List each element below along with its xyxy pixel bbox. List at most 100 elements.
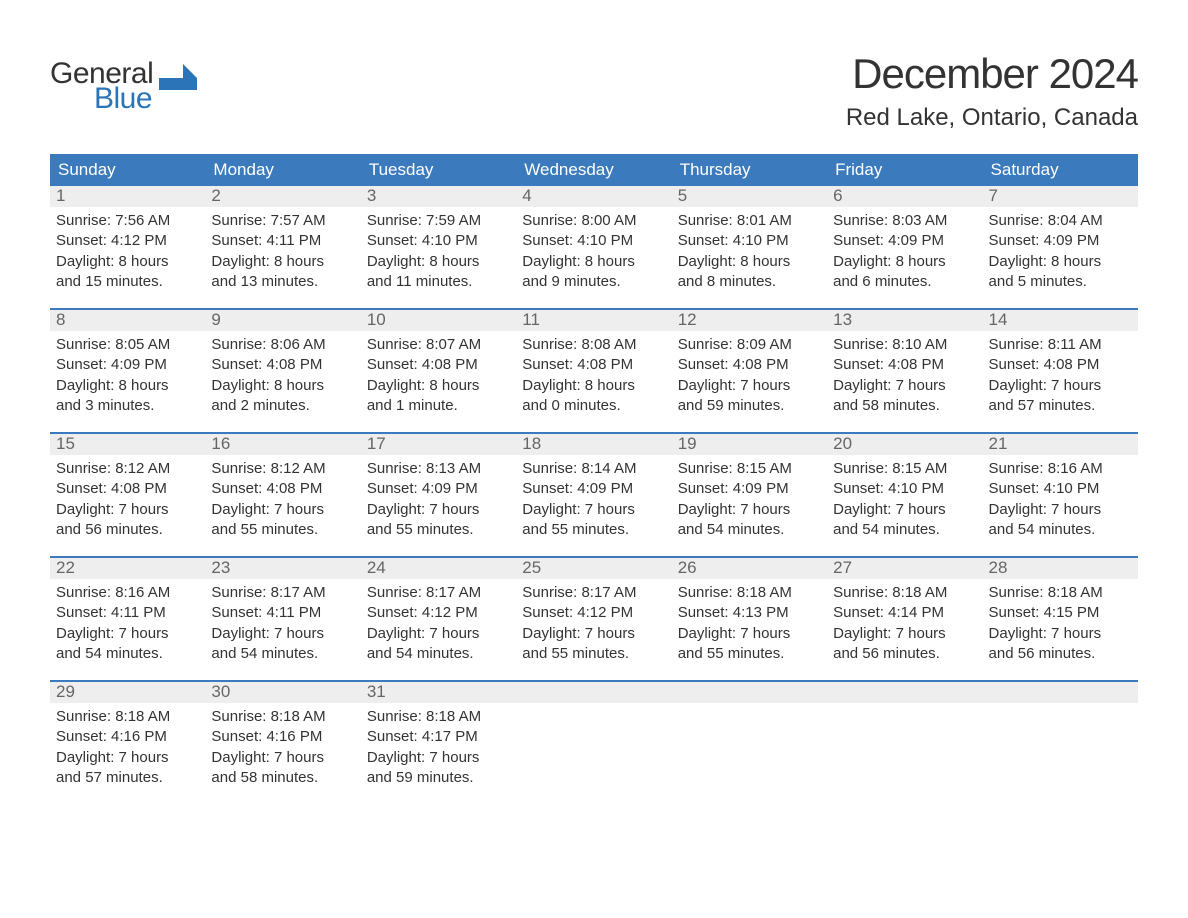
daylight-text: Daylight: 8 hours and 13 minutes.	[211, 252, 354, 293]
daylight-text: Daylight: 7 hours and 56 minutes.	[56, 500, 199, 541]
sunrise-text: Sunrise: 8:11 AM	[989, 335, 1132, 355]
calendar-week: 15Sunrise: 8:12 AMSunset: 4:08 PMDayligh…	[50, 432, 1138, 556]
calendar-cell: 31Sunrise: 8:18 AMSunset: 4:17 PMDayligh…	[361, 682, 516, 804]
calendar-cell	[827, 682, 982, 804]
day-number: 23	[205, 558, 360, 579]
calendar-cell: 26Sunrise: 8:18 AMSunset: 4:13 PMDayligh…	[672, 558, 827, 680]
day-number: 17	[361, 434, 516, 455]
calendar-cell: 10Sunrise: 8:07 AMSunset: 4:08 PMDayligh…	[361, 310, 516, 432]
daylight-text: Daylight: 7 hours and 57 minutes.	[989, 376, 1132, 417]
day-number: 14	[983, 310, 1138, 331]
sunrise-text: Sunrise: 7:57 AM	[211, 211, 354, 231]
sunrise-text: Sunrise: 8:03 AM	[833, 211, 976, 231]
day-details: Sunrise: 8:15 AMSunset: 4:09 PMDaylight:…	[672, 455, 827, 556]
calendar-cell: 18Sunrise: 8:14 AMSunset: 4:09 PMDayligh…	[516, 434, 671, 556]
calendar-cell: 5Sunrise: 8:01 AMSunset: 4:10 PMDaylight…	[672, 186, 827, 308]
daylight-text: Daylight: 8 hours and 2 minutes.	[211, 376, 354, 417]
calendar-cell: 19Sunrise: 8:15 AMSunset: 4:09 PMDayligh…	[672, 434, 827, 556]
day-number: 24	[361, 558, 516, 579]
daylight-text: Daylight: 7 hours and 56 minutes.	[989, 624, 1132, 665]
sunset-text: Sunset: 4:11 PM	[211, 231, 354, 251]
sunset-text: Sunset: 4:08 PM	[678, 355, 821, 375]
day-details: Sunrise: 8:12 AMSunset: 4:08 PMDaylight:…	[50, 455, 205, 556]
daylight-text: Daylight: 8 hours and 8 minutes.	[678, 252, 821, 293]
daylight-text: Daylight: 7 hours and 55 minutes.	[211, 500, 354, 541]
col-header-sunday: Sunday	[50, 154, 205, 186]
day-number	[983, 682, 1138, 703]
title-block: December 2024 Red Lake, Ontario, Canada	[846, 50, 1138, 132]
daylight-text: Daylight: 8 hours and 9 minutes.	[522, 252, 665, 293]
daylight-text: Daylight: 7 hours and 59 minutes.	[367, 748, 510, 789]
sunrise-text: Sunrise: 8:04 AM	[989, 211, 1132, 231]
daylight-text: Daylight: 8 hours and 6 minutes.	[833, 252, 976, 293]
daylight-text: Daylight: 7 hours and 54 minutes.	[211, 624, 354, 665]
day-number: 19	[672, 434, 827, 455]
day-details: Sunrise: 8:03 AMSunset: 4:09 PMDaylight:…	[827, 207, 982, 308]
day-number: 2	[205, 186, 360, 207]
day-details: Sunrise: 8:09 AMSunset: 4:08 PMDaylight:…	[672, 331, 827, 432]
day-details: Sunrise: 8:18 AMSunset: 4:15 PMDaylight:…	[983, 579, 1138, 680]
daylight-text: Daylight: 7 hours and 54 minutes.	[833, 500, 976, 541]
day-number: 10	[361, 310, 516, 331]
calendar-cell: 9Sunrise: 8:06 AMSunset: 4:08 PMDaylight…	[205, 310, 360, 432]
sunrise-text: Sunrise: 7:56 AM	[56, 211, 199, 231]
day-number: 30	[205, 682, 360, 703]
day-number: 8	[50, 310, 205, 331]
day-details: Sunrise: 7:56 AMSunset: 4:12 PMDaylight:…	[50, 207, 205, 308]
daylight-text: Daylight: 7 hours and 56 minutes.	[833, 624, 976, 665]
sunset-text: Sunset: 4:16 PM	[211, 727, 354, 747]
day-details: Sunrise: 7:59 AMSunset: 4:10 PMDaylight:…	[361, 207, 516, 308]
day-number: 6	[827, 186, 982, 207]
sunset-text: Sunset: 4:10 PM	[833, 479, 976, 499]
day-number: 5	[672, 186, 827, 207]
day-details: Sunrise: 8:15 AMSunset: 4:10 PMDaylight:…	[827, 455, 982, 556]
daylight-text: Daylight: 8 hours and 5 minutes.	[989, 252, 1132, 293]
sunset-text: Sunset: 4:09 PM	[678, 479, 821, 499]
sunset-text: Sunset: 4:09 PM	[522, 479, 665, 499]
day-details: Sunrise: 8:14 AMSunset: 4:09 PMDaylight:…	[516, 455, 671, 556]
header: General Blue December 2024 Red Lake, Ont…	[50, 50, 1138, 132]
sunset-text: Sunset: 4:12 PM	[522, 603, 665, 623]
day-number	[672, 682, 827, 703]
calendar-cell: 29Sunrise: 8:18 AMSunset: 4:16 PMDayligh…	[50, 682, 205, 804]
sunset-text: Sunset: 4:13 PM	[678, 603, 821, 623]
calendar-cell: 11Sunrise: 8:08 AMSunset: 4:08 PMDayligh…	[516, 310, 671, 432]
day-number: 7	[983, 186, 1138, 207]
calendar-cell: 4Sunrise: 8:00 AMSunset: 4:10 PMDaylight…	[516, 186, 671, 308]
daylight-text: Daylight: 7 hours and 54 minutes.	[367, 624, 510, 665]
col-header-friday: Friday	[827, 154, 982, 186]
day-details: Sunrise: 7:57 AMSunset: 4:11 PMDaylight:…	[205, 207, 360, 308]
sunrise-text: Sunrise: 8:16 AM	[989, 459, 1132, 479]
sunrise-text: Sunrise: 7:59 AM	[367, 211, 510, 231]
day-number: 20	[827, 434, 982, 455]
daylight-text: Daylight: 7 hours and 58 minutes.	[211, 748, 354, 789]
day-number: 27	[827, 558, 982, 579]
sunset-text: Sunset: 4:12 PM	[56, 231, 199, 251]
day-details: Sunrise: 8:17 AMSunset: 4:12 PMDaylight:…	[516, 579, 671, 680]
col-header-wednesday: Wednesday	[516, 154, 671, 186]
daylight-text: Daylight: 7 hours and 58 minutes.	[833, 376, 976, 417]
sunrise-text: Sunrise: 8:17 AM	[522, 583, 665, 603]
day-details: Sunrise: 8:10 AMSunset: 4:08 PMDaylight:…	[827, 331, 982, 432]
day-number: 18	[516, 434, 671, 455]
day-number: 29	[50, 682, 205, 703]
sunrise-text: Sunrise: 8:14 AM	[522, 459, 665, 479]
calendar-cell	[983, 682, 1138, 804]
day-details: Sunrise: 8:16 AMSunset: 4:10 PMDaylight:…	[983, 455, 1138, 556]
day-number: 9	[205, 310, 360, 331]
sunrise-text: Sunrise: 8:01 AM	[678, 211, 821, 231]
calendar-cell: 8Sunrise: 8:05 AMSunset: 4:09 PMDaylight…	[50, 310, 205, 432]
daylight-text: Daylight: 7 hours and 55 minutes.	[522, 624, 665, 665]
calendar-cell: 15Sunrise: 8:12 AMSunset: 4:08 PMDayligh…	[50, 434, 205, 556]
sunrise-text: Sunrise: 8:18 AM	[211, 707, 354, 727]
day-details: Sunrise: 8:05 AMSunset: 4:09 PMDaylight:…	[50, 331, 205, 432]
calendar-cell: 28Sunrise: 8:18 AMSunset: 4:15 PMDayligh…	[983, 558, 1138, 680]
calendar-cell: 25Sunrise: 8:17 AMSunset: 4:12 PMDayligh…	[516, 558, 671, 680]
sunset-text: Sunset: 4:12 PM	[367, 603, 510, 623]
day-details: Sunrise: 8:00 AMSunset: 4:10 PMDaylight:…	[516, 207, 671, 308]
sunset-text: Sunset: 4:08 PM	[367, 355, 510, 375]
calendar-header-row: Sunday Monday Tuesday Wednesday Thursday…	[50, 154, 1138, 186]
sunrise-text: Sunrise: 8:17 AM	[367, 583, 510, 603]
calendar-cell: 7Sunrise: 8:04 AMSunset: 4:09 PMDaylight…	[983, 186, 1138, 308]
sunset-text: Sunset: 4:11 PM	[211, 603, 354, 623]
